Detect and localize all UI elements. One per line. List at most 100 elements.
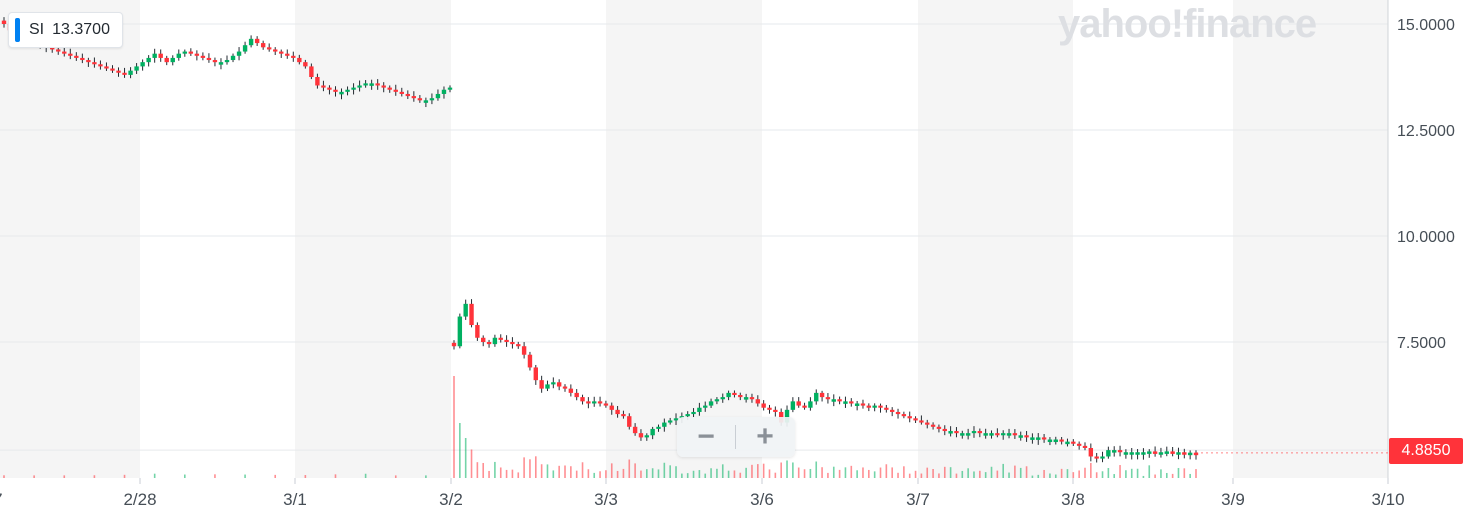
candle-body — [738, 395, 743, 398]
candle-body — [586, 401, 591, 404]
candle-body — [527, 354, 533, 368]
volume-bar — [809, 468, 812, 478]
candle-body — [393, 89, 398, 92]
volume-bar — [938, 473, 940, 478]
volume-bar — [862, 467, 864, 478]
volume-bar — [651, 468, 654, 478]
ticker-badge[interactable]: SI 13.3700 — [8, 12, 123, 48]
volume-bar — [943, 466, 946, 478]
candle-body — [218, 62, 224, 65]
volume-bar — [920, 473, 923, 478]
candle-body — [303, 62, 308, 67]
volume-bar — [1084, 467, 1086, 478]
candle-body — [1006, 433, 1012, 436]
candle-body — [1123, 452, 1129, 455]
x-tick-label: 3/10 — [1371, 490, 1404, 509]
candle-body — [140, 62, 145, 67]
x-tick-label: 3/9 — [1221, 490, 1245, 509]
candle-body — [1024, 435, 1029, 438]
volume-bar — [564, 465, 566, 478]
volume-bar — [873, 471, 876, 478]
volume-bar — [640, 470, 642, 478]
volume-bar — [1014, 465, 1016, 478]
last-price-badge: 4.8850 — [1389, 438, 1463, 464]
candle-body — [170, 57, 175, 63]
session-band — [1233, 0, 1388, 478]
candle-body — [339, 91, 344, 95]
volume-bar — [1078, 470, 1080, 478]
candle-body — [808, 401, 813, 408]
x-axis: 2/27 2/28 3/1 3/2 3/3 3/6 3/7 3/8 3/9 3/10 — [0, 478, 1405, 509]
candle-body — [866, 405, 872, 408]
candle-body — [825, 397, 831, 400]
candle-body — [1182, 452, 1187, 455]
x-tick-label: 3/2 — [439, 490, 463, 509]
volume-bar — [914, 470, 917, 478]
candle-body — [1041, 437, 1047, 440]
candle-body — [68, 53, 73, 56]
candle-body — [989, 433, 994, 436]
volume-bar — [897, 472, 899, 478]
candle-body — [1030, 437, 1035, 440]
zoom-out-button[interactable]: − — [697, 420, 715, 453]
candle-body — [1117, 450, 1123, 453]
volume-bar — [1119, 465, 1121, 478]
volume-bar — [511, 469, 514, 478]
candle-body — [200, 55, 206, 58]
candle-body — [297, 57, 302, 63]
candle-body — [767, 407, 772, 410]
volume-bar — [1101, 471, 1104, 478]
volume-bar — [546, 464, 549, 478]
volume-bar — [1043, 469, 1045, 478]
volume-bar — [955, 473, 958, 478]
volume-bar — [739, 472, 742, 478]
candle-body — [872, 405, 877, 408]
volume-bar — [903, 466, 905, 478]
volume-bar — [540, 464, 543, 478]
candle-body — [399, 91, 404, 94]
candle-body — [919, 420, 924, 423]
candle-body — [206, 57, 212, 61]
volume-bar — [727, 470, 730, 478]
volume-bar — [558, 465, 560, 478]
candle-body — [749, 397, 755, 400]
candle-body — [158, 53, 163, 58]
zoom-divider — [735, 425, 736, 449]
volume-bar — [827, 472, 829, 478]
candle-body — [230, 55, 236, 61]
candle-body — [854, 403, 860, 406]
candle-body — [703, 405, 708, 408]
zoom-in-button[interactable]: + — [756, 420, 774, 453]
x-tick-label: 3/3 — [594, 490, 618, 509]
candle-body — [122, 72, 127, 75]
volume-bar — [599, 471, 601, 478]
candle-body — [849, 401, 854, 404]
volume-bar — [710, 468, 712, 478]
candle-body — [533, 367, 538, 381]
candle-body — [1152, 451, 1158, 454]
candle-body — [1088, 448, 1094, 457]
volume-bar — [926, 467, 929, 478]
candle-body — [539, 380, 544, 389]
volume-bar — [932, 469, 934, 478]
volume-bars — [3, 376, 1197, 478]
candle-body — [212, 60, 218, 63]
candle-body — [1147, 451, 1152, 454]
candle-body — [1047, 439, 1053, 443]
candle-body — [977, 431, 983, 434]
volume-bar — [1054, 474, 1057, 478]
volume-bar — [459, 423, 461, 478]
candle-body — [381, 85, 386, 88]
volume-bar — [663, 462, 666, 478]
volume-bar — [1154, 474, 1156, 478]
candle-body — [954, 431, 959, 434]
candle-body — [457, 316, 463, 347]
y-tick-label: 10.0000 — [1397, 229, 1455, 246]
volume-bar — [1019, 467, 1022, 478]
volume-bar — [1195, 469, 1197, 478]
volume-bar — [470, 449, 473, 478]
volume-bar — [961, 470, 964, 478]
candle-body — [327, 87, 332, 90]
